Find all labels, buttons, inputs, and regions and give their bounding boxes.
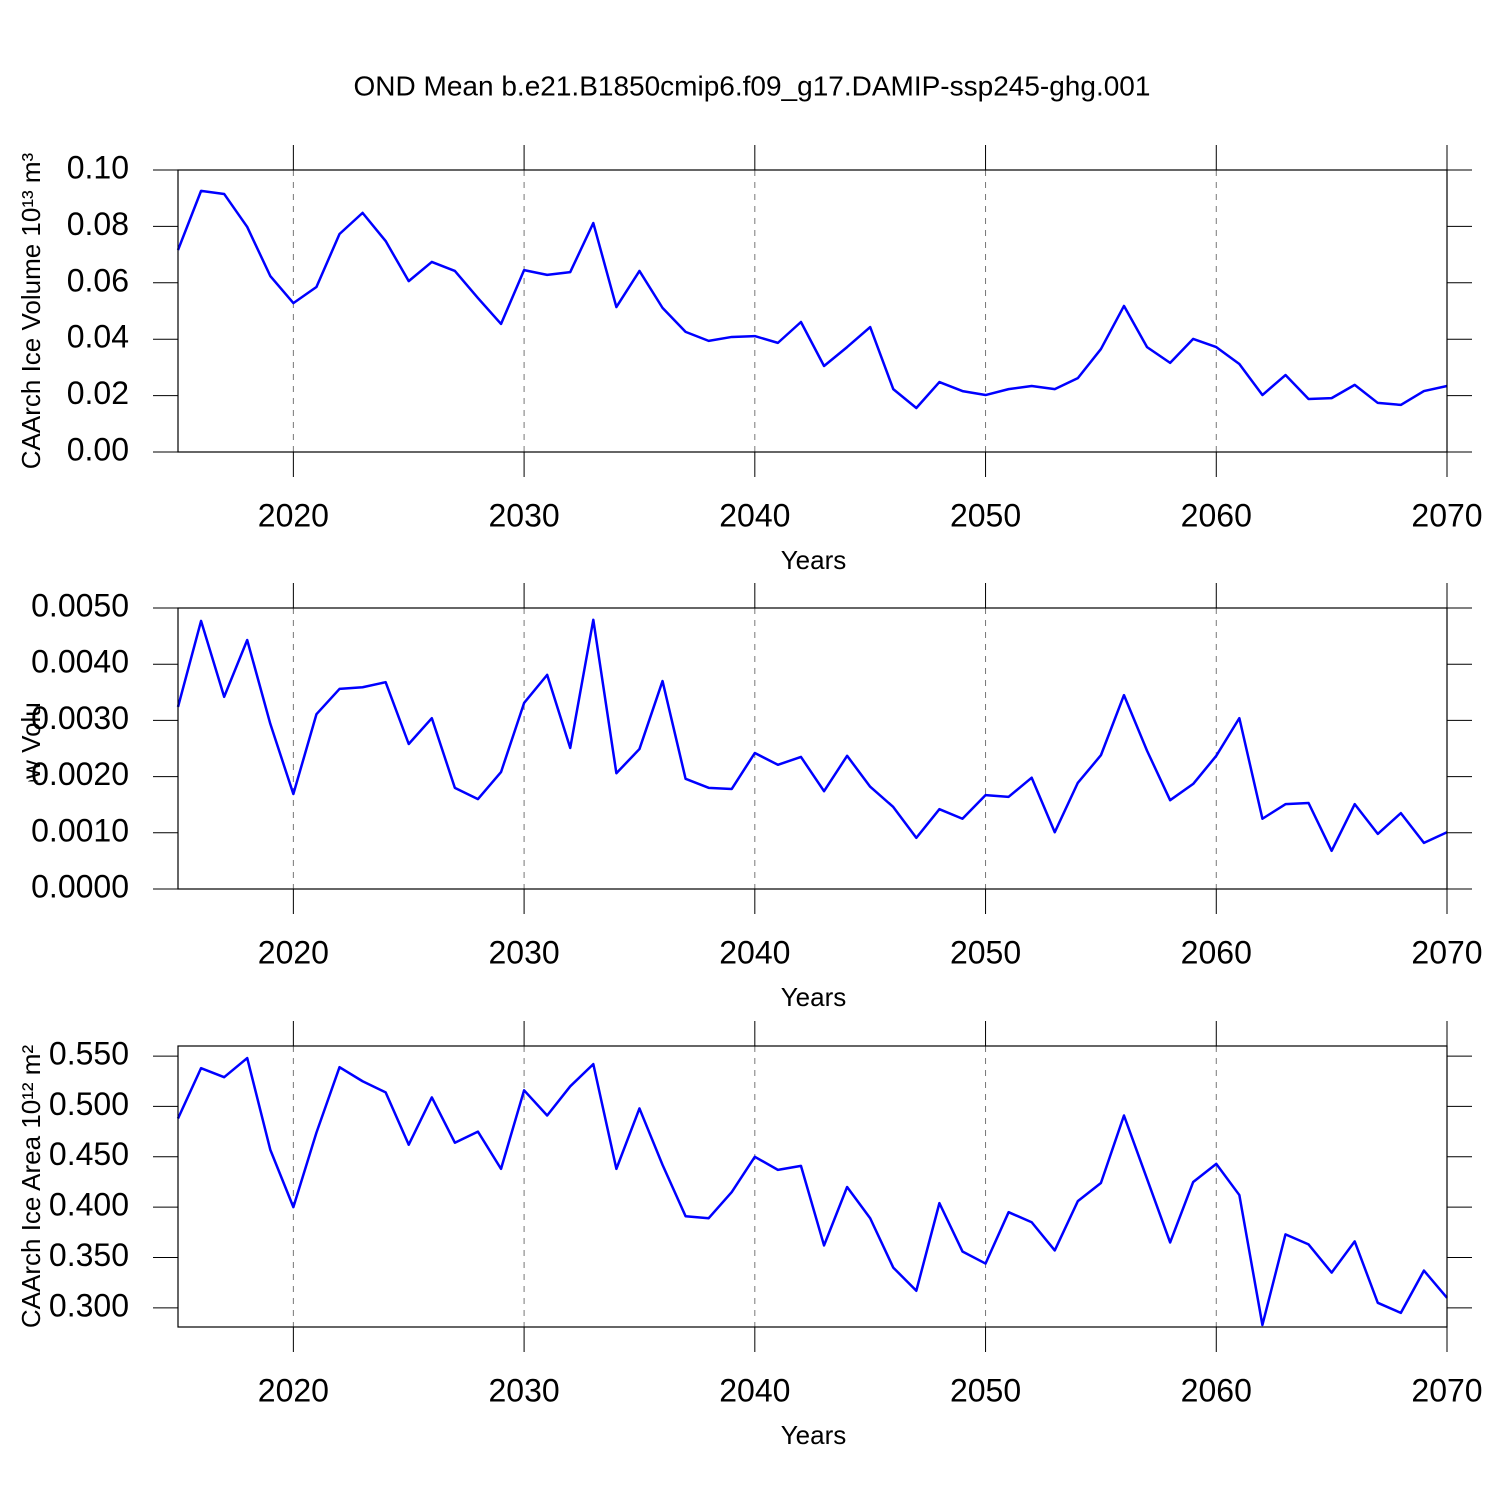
x-tick-label: 2020 [258,1372,329,1408]
panel: 2020 2030 2040 2050 2060 2070 0.300 0.350 0.400 0… [16,1021,1483,1450]
x-tick-label: 2030 [488,1372,559,1408]
y-tick-label: 0.400 [49,1187,129,1223]
y-tick-label: 0.0010 [31,812,129,848]
x-tick-label: 2040 [719,1372,790,1408]
data-line [176,1056,1448,1327]
data-line [176,189,1448,410]
x-tick-label: 2070 [1411,934,1482,970]
x-axis-label: Years [781,982,847,1012]
y-axis-label: CAArch Ice Area 10¹² m² [16,1045,46,1329]
plot-frame [177,1045,1448,1328]
data-line [176,618,1448,853]
y-tick-label: 0.00 [67,431,129,467]
y-tick-label: 0.0050 [31,587,129,623]
plot-frame [177,607,1448,890]
x-tick-label: 2050 [950,934,1021,970]
x-axis-label: Years [781,545,847,575]
x-tick-label: 2020 [258,497,329,533]
y-tick-label: 0.04 [67,319,129,355]
x-tick-label: 2070 [1411,1372,1482,1408]
x-tick-label: 2030 [488,934,559,970]
y-tick-label: 0.10 [67,149,129,185]
y-tick-label: 0.450 [49,1136,129,1172]
y-tick-label: 0.0040 [31,644,129,680]
y-tick-label: 0.02 [67,375,129,411]
x-tick-label: 2040 [719,934,790,970]
y-tick-label: 0.06 [67,262,129,298]
x-tick-label: 2040 [719,497,790,533]
x-tick-label: 2060 [1181,934,1252,970]
x-tick-label: 2060 [1181,497,1252,533]
y-tick-label: 0.550 [49,1036,129,1072]
y-tick-label: 0.0000 [31,868,129,904]
x-tick-label: 2070 [1411,497,1482,533]
plot-frame [177,169,1448,453]
x-tick-label: 2050 [950,1372,1021,1408]
panel: 2020 2030 2040 2050 2060 2070 0.00 0.02 0.04 0.06… [16,145,1483,575]
y-tick-label: 0.300 [49,1287,129,1323]
y-axis-label: CAArch Snow Volume 10¹³ m³ [16,575,46,922]
y-axis-label: CAArch Ice Volume 10¹³ m³ [16,152,46,469]
panel: 2020 2030 2040 2050 2060 2070 0.0000 0.0010 0.00… [16,575,1483,1012]
x-tick-label: 2050 [950,497,1021,533]
x-tick-label: 2060 [1181,1372,1252,1408]
y-tick-label: 0.500 [49,1086,129,1122]
y-tick-label: 0.0020 [31,756,129,792]
x-axis-label: Years [781,1420,847,1450]
x-tick-label: 2030 [488,497,559,533]
figure-title: OND Mean b.e21.B1850cmip6.f09_g17.DAMIP-… [354,70,1151,101]
y-tick-label: 0.0030 [31,700,129,736]
y-tick-label: 0.08 [67,206,129,242]
x-tick-label: 2020 [258,934,329,970]
y-tick-label: 0.350 [49,1237,129,1273]
